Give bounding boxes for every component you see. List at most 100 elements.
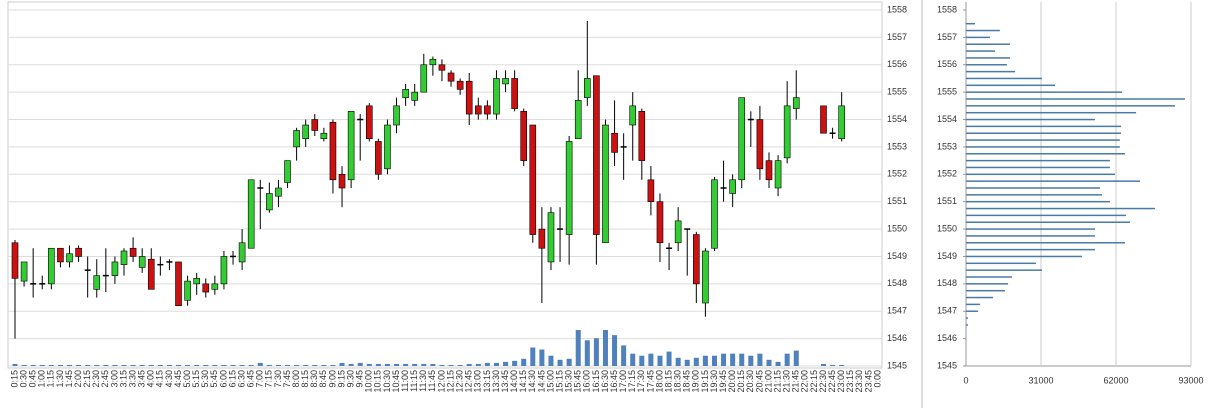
- candle-body: [638, 111, 646, 161]
- candle-body: [693, 234, 700, 285]
- x-tick-label: 93000: [1178, 375, 1203, 385]
- volume-bar: [548, 355, 554, 366]
- x-tick-label: 15:15: [554, 370, 564, 393]
- x-tick-label: 13:45: [500, 370, 510, 393]
- profile-bar: [966, 132, 1122, 134]
- volume-bar: [94, 364, 100, 366]
- profile-bar: [966, 324, 968, 326]
- x-tick-label: 11:45: [427, 370, 437, 392]
- volume-bar: [185, 364, 191, 366]
- volume-bar: [357, 362, 363, 366]
- x-tick-label: 22:00: [800, 370, 810, 393]
- x-tick-label: 22:30: [818, 370, 828, 393]
- x-tick-label: 23:45: [863, 370, 873, 393]
- candle-body: [329, 121, 337, 181]
- x-tick-label: 62000: [1103, 375, 1128, 385]
- volume-bar: [221, 364, 227, 366]
- profile-bar: [966, 242, 1125, 244]
- volume-bar: [721, 353, 727, 366]
- x-tick-label: 14:00: [509, 370, 519, 393]
- volume-bar: [375, 363, 381, 366]
- volume-bar: [748, 355, 754, 366]
- candle-body: [593, 75, 600, 235]
- candle-body: [402, 89, 409, 98]
- candle-body: [702, 250, 709, 304]
- x-tick-label: 5:00: [182, 370, 192, 388]
- candle-body: [674, 220, 682, 244]
- volume-bar: [639, 355, 645, 366]
- profile-bar: [966, 214, 1126, 217]
- candle-body: [293, 130, 300, 148]
- volume-bar: [76, 364, 82, 366]
- profile-bar: [966, 180, 1140, 182]
- x-tick-label: 12:15: [445, 370, 455, 393]
- volume-bar: [684, 359, 690, 366]
- volume-bar: [693, 357, 699, 366]
- y-tick-label: 1548: [937, 278, 957, 288]
- volume-bar: [657, 355, 663, 366]
- x-tick-label: 8:30: [309, 370, 319, 388]
- candle-body: [611, 132, 618, 153]
- profile-bar: [966, 296, 994, 299]
- volume-bar: [394, 363, 400, 366]
- x-tick-label: 7:45: [282, 370, 292, 388]
- candle-body: [584, 78, 591, 98]
- x-tick-label: 8:00: [291, 370, 301, 388]
- profile-bar: [966, 70, 1016, 73]
- volume-bar: [730, 353, 736, 366]
- volume-bar: [766, 359, 772, 366]
- y-tick-label: 1549: [937, 251, 957, 261]
- candle-body: [438, 64, 446, 71]
- candle-body: [756, 119, 764, 170]
- candle-body: [302, 124, 309, 140]
- x-tick-label: 19:00: [691, 370, 701, 393]
- x-tick-label: 8:15: [300, 370, 310, 388]
- volume-bar: [575, 330, 581, 366]
- candle-body: [447, 72, 455, 82]
- volume-bar: [793, 350, 799, 366]
- volume-bar: [330, 364, 336, 366]
- volume-bar: [648, 353, 654, 366]
- volume-bar: [430, 363, 436, 366]
- profile-bar: [966, 283, 1009, 285]
- volume-bar: [439, 364, 445, 366]
- volume-bar: [39, 364, 45, 366]
- volume-bar: [630, 353, 636, 366]
- x-tick-label: 15:45: [573, 370, 583, 393]
- volume-bar: [275, 364, 281, 366]
- candle-body: [193, 278, 200, 285]
- volume-bar: [239, 364, 245, 366]
- x-tick-label: 7:30: [273, 370, 283, 388]
- x-tick-label: 21:15: [772, 370, 782, 393]
- y-tick-label: 1553: [937, 141, 957, 151]
- x-tick-label: 6:15: [227, 370, 237, 388]
- volume-bar: [757, 353, 763, 366]
- x-tick-label: 13:00: [473, 370, 483, 393]
- volume-bar: [484, 362, 490, 366]
- candle-body: [729, 179, 736, 194]
- candle-body: [774, 160, 782, 189]
- candle-body: [783, 105, 791, 159]
- candle-body: [529, 124, 537, 235]
- y-tick-label: 1546: [887, 333, 907, 343]
- x-tick-label: 22:45: [827, 370, 837, 393]
- x-tick-label: 22:15: [809, 370, 819, 393]
- candle-body: [547, 212, 555, 263]
- candle-body: [247, 179, 255, 249]
- x-tick-label: 20:45: [754, 370, 764, 393]
- x-tick-label: 15:00: [545, 370, 555, 393]
- x-tick-label: 10:15: [373, 370, 383, 393]
- candle-body: [656, 201, 664, 244]
- volume-bar: [130, 364, 136, 366]
- candle-body: [738, 97, 746, 181]
- profile-bar: [966, 200, 1110, 203]
- y-tick-label: 1549: [887, 251, 907, 261]
- candle-body: [266, 193, 273, 211]
- candle-body: [347, 111, 355, 181]
- volume-bar: [448, 364, 454, 366]
- x-tick-label: 14:45: [536, 370, 546, 393]
- profile-bar: [966, 173, 1116, 176]
- profile-bar: [966, 159, 1110, 162]
- profile-bar: [966, 153, 1125, 155]
- volume-bar: [475, 363, 481, 366]
